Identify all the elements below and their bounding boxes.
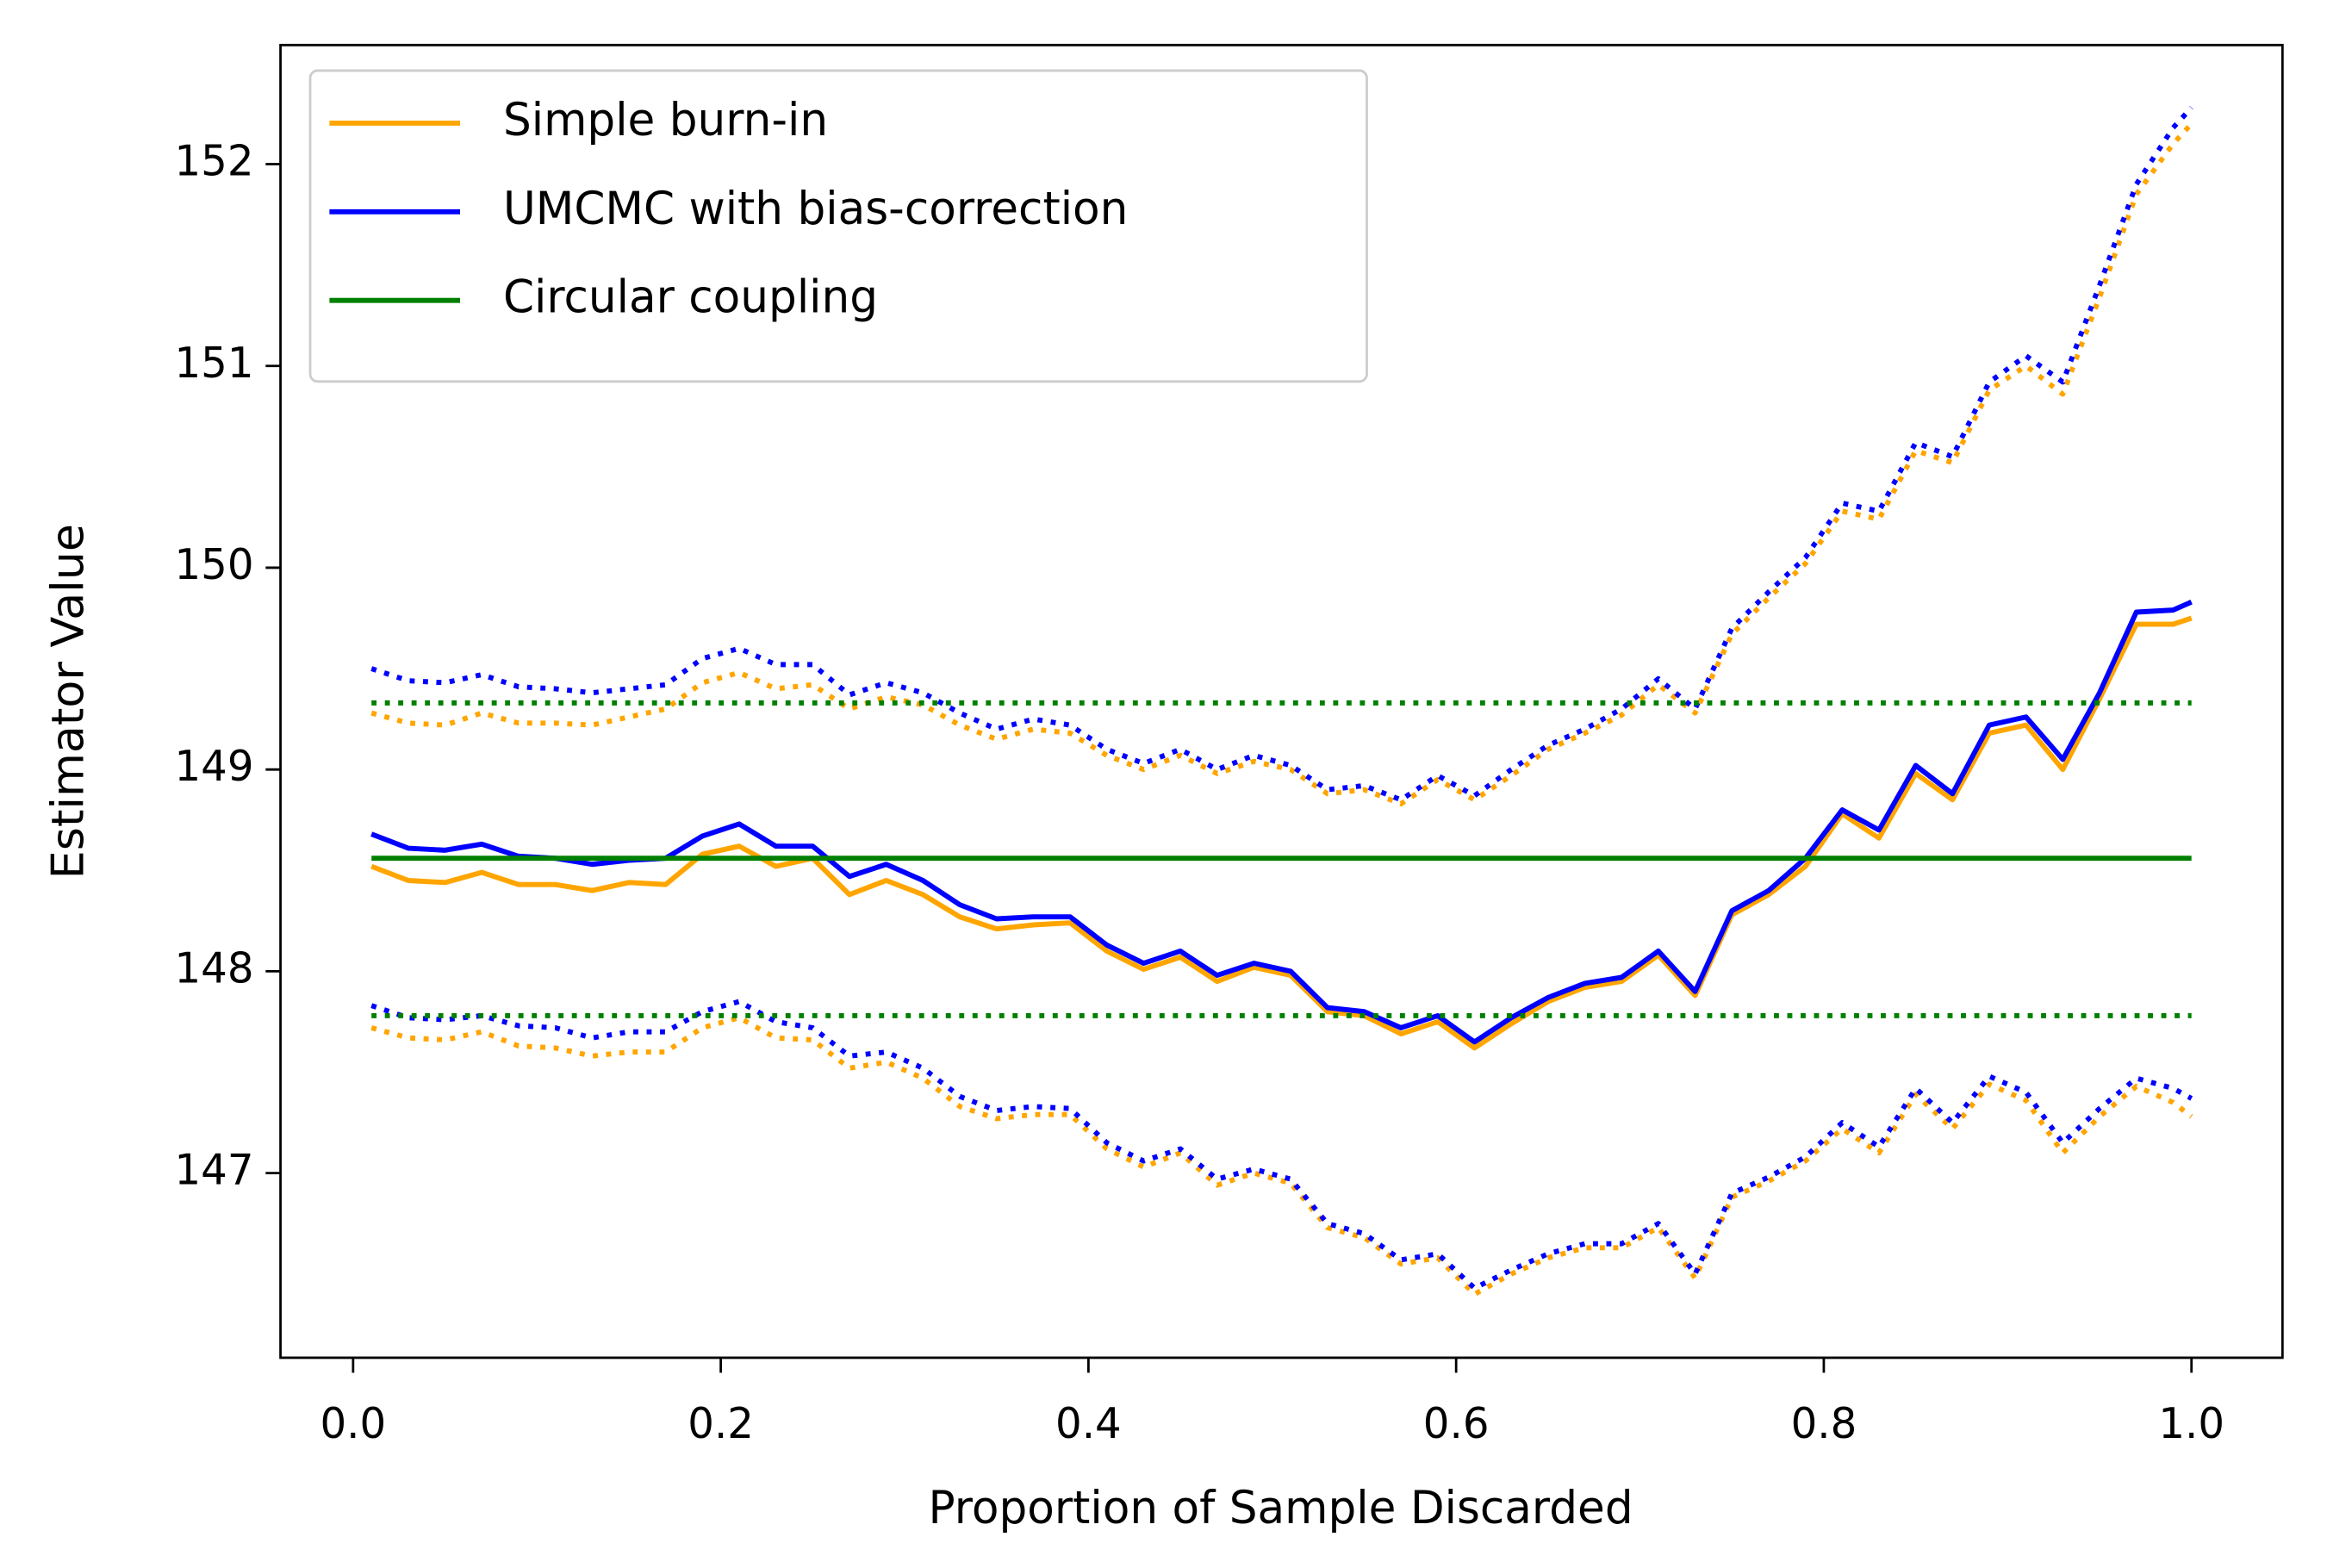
x-tick-label: 0.8: [1791, 1400, 1857, 1448]
legend-label: Simple burn-in: [503, 95, 828, 146]
x-tick-label: 0.0: [320, 1400, 387, 1448]
x-tick-label: 0.6: [1423, 1400, 1490, 1448]
y-tick-label: 150: [175, 541, 254, 589]
legend: Simple burn-in UMCMC with bias-correction…: [308, 69, 1368, 383]
legend-label: Circular coupling: [503, 271, 878, 323]
y-axis-label: Estimator Value: [43, 524, 95, 879]
x-tick-label: 1.0: [2158, 1400, 2224, 1448]
x-axis-label: Proportion of Sample Discarded: [929, 1483, 1633, 1534]
plot-area: 0.0 0.2 0.4 0.6 0.8 1.0 147 148 149 150 151 152 Simp…: [175, 43, 2284, 1448]
y-tick-label: 151: [175, 339, 254, 388]
x-tick-label: 0.4: [1055, 1400, 1122, 1448]
y-tick-label: 147: [175, 1146, 254, 1194]
series-line: [370, 600, 2193, 1045]
y-tick-label: 149: [175, 743, 254, 791]
dotted-line: [370, 999, 2193, 1291]
x-tick-label: 0.2: [688, 1400, 754, 1448]
legend-box: [308, 69, 1368, 383]
series-line: [370, 615, 2193, 1051]
legend-label: UMCMC with bias-correction: [503, 184, 1128, 235]
axes-frame: [279, 43, 2284, 1360]
dotted-line: [370, 121, 2193, 806]
y-tick-label: 152: [175, 137, 254, 185]
y-tick-label: 148: [175, 944, 254, 992]
